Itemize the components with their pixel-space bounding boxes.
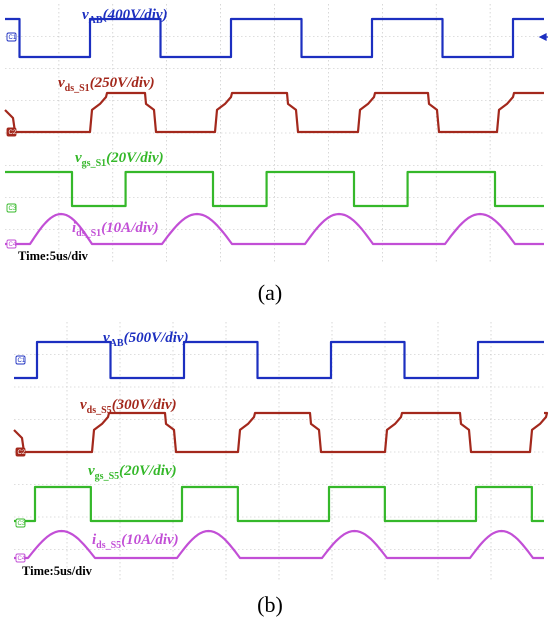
trace-vds-s5 bbox=[13, 411, 549, 454]
channel-label-vgs-s1: vgs_S1(20V/div) bbox=[75, 150, 164, 169]
channel-marker-c4: C4 bbox=[15, 553, 26, 563]
channel-label-vab: vAB(500V/div) bbox=[103, 330, 189, 349]
channel-symbol: v bbox=[103, 330, 110, 346]
channel-subscript: ds_S1 bbox=[65, 83, 90, 94]
channel-symbol: i bbox=[72, 220, 77, 236]
trigger-arrow-icon bbox=[538, 33, 548, 41]
channel-marker-text: C3 bbox=[9, 206, 17, 212]
channel-subscript: AB bbox=[89, 15, 103, 26]
channel-symbol: i bbox=[92, 532, 97, 548]
channel-scale: (20V/div) bbox=[106, 150, 164, 166]
trace-vab bbox=[14, 340, 544, 380]
channel-scale: (10A/div) bbox=[121, 532, 179, 548]
graticule bbox=[14, 322, 544, 582]
channel-label-vds-s1: vds_S1(250V/div) bbox=[58, 75, 155, 94]
channel-subscript: gs_S5 bbox=[95, 471, 119, 482]
trace-ids-s1 bbox=[5, 212, 544, 246]
channel-marker-text: C4 bbox=[18, 556, 26, 562]
channel-marker-text: C2 bbox=[18, 450, 26, 456]
channel-subscript: gs_S1 bbox=[82, 158, 106, 169]
channel-scale: (10A/div) bbox=[101, 220, 159, 236]
timebase-label: Time:5us/div bbox=[18, 249, 89, 263]
scope-panel-a: C1vAB(400V/div)C2vds_S1(250V/div)C3vgs_S… bbox=[4, 4, 548, 263]
panel-caption-b: (b) bbox=[257, 592, 283, 617]
channel-scale: (400V/div) bbox=[103, 7, 168, 23]
trace-vgs-s1 bbox=[5, 170, 544, 208]
channel-label-ids-s5: ids_S5(10A/div) bbox=[92, 532, 179, 551]
channel-marker-text: C2 bbox=[9, 130, 17, 136]
channel-label-vab: vAB(400V/div) bbox=[82, 7, 168, 26]
channel-symbol: v bbox=[80, 397, 87, 413]
channel-marker-c3: C3 bbox=[6, 203, 17, 213]
panel-caption-a: (a) bbox=[258, 280, 282, 305]
scope-panel-b: C1vAB(500V/div)C2vds_S5(300V/div)C3vgs_S… bbox=[13, 322, 549, 582]
channel-symbol: v bbox=[88, 463, 95, 479]
channel-subscript: ds_S1 bbox=[76, 228, 101, 239]
channel-marker-c3: C3 bbox=[15, 518, 26, 528]
channel-symbol: v bbox=[82, 7, 89, 23]
channel-marker-text: C1 bbox=[9, 35, 17, 41]
channel-marker-text: C1 bbox=[18, 358, 26, 364]
channel-subscript: ds_S5 bbox=[96, 540, 121, 551]
timebase-label: Time:5us/div bbox=[22, 564, 93, 578]
channel-label-vgs-s5: vgs_S5(20V/div) bbox=[88, 463, 177, 482]
channel-marker-c1: C1 bbox=[6, 32, 17, 42]
channel-symbol: v bbox=[58, 75, 65, 91]
channel-scale: (20V/div) bbox=[119, 463, 177, 479]
channel-symbol: v bbox=[75, 150, 82, 166]
channel-subscript: ds_S5 bbox=[87, 405, 112, 416]
channel-label-vds-s5: vds_S5(300V/div) bbox=[80, 397, 177, 416]
channel-marker-c4: C4 bbox=[6, 239, 17, 249]
channel-marker-c1: C1 bbox=[15, 355, 26, 365]
trace-vds-s1 bbox=[4, 91, 544, 134]
channel-marker-c2: C2 bbox=[6, 127, 17, 137]
channel-subscript: AB bbox=[110, 338, 124, 349]
trace-vab bbox=[5, 17, 544, 59]
channel-marker-c2: C2 bbox=[15, 447, 26, 457]
channel-marker-text: C3 bbox=[18, 521, 26, 527]
trace-vgs-s5 bbox=[14, 485, 544, 523]
channel-scale: (250V/div) bbox=[90, 75, 155, 91]
channel-label-ids-s1: ids_S1(10A/div) bbox=[72, 220, 159, 239]
channel-scale: (500V/div) bbox=[124, 330, 189, 346]
trace-ids-s5 bbox=[14, 529, 544, 560]
channel-scale: (300V/div) bbox=[112, 397, 177, 413]
channel-marker-text: C4 bbox=[9, 242, 17, 248]
